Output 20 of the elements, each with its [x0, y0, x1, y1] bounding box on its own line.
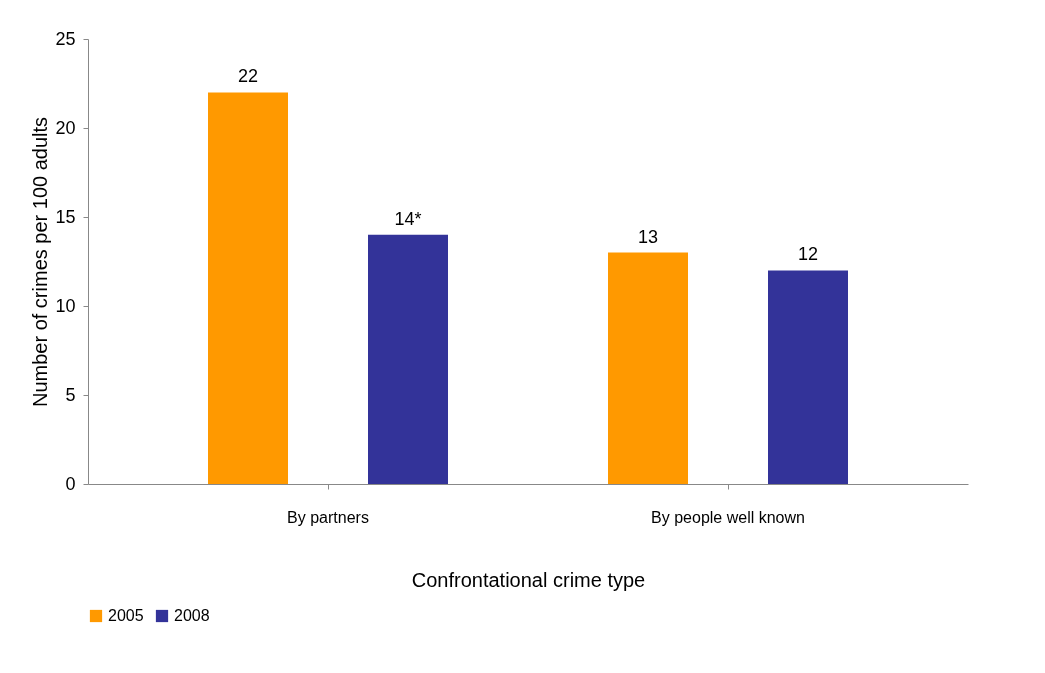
data-label: 13 [637, 226, 659, 247]
bar [608, 252, 688, 484]
legend-label: 2008 [174, 607, 210, 624]
y-tick-label: 10 [55, 295, 76, 316]
data-label: 22 [237, 66, 259, 87]
x-tick-label: By people well known [651, 508, 805, 526]
y-tick-label: 0 [65, 473, 76, 494]
bar [768, 270, 848, 484]
data-label: 12 [797, 244, 819, 265]
x-tick-label: By partners [287, 508, 369, 526]
data-label: 14* [394, 208, 422, 229]
y-axis-title: Number of crimes per 100 adults [29, 116, 52, 408]
y-tick-label: 20 [55, 117, 76, 138]
bar [368, 234, 448, 484]
bar [208, 92, 288, 484]
legend-label: 2005 [108, 607, 144, 624]
y-tick-label: 15 [55, 206, 76, 227]
y-tick-label: 5 [65, 384, 76, 405]
y-tick-label: 25 [55, 28, 76, 49]
x-axis-title: Confrontational crime type [411, 568, 646, 591]
